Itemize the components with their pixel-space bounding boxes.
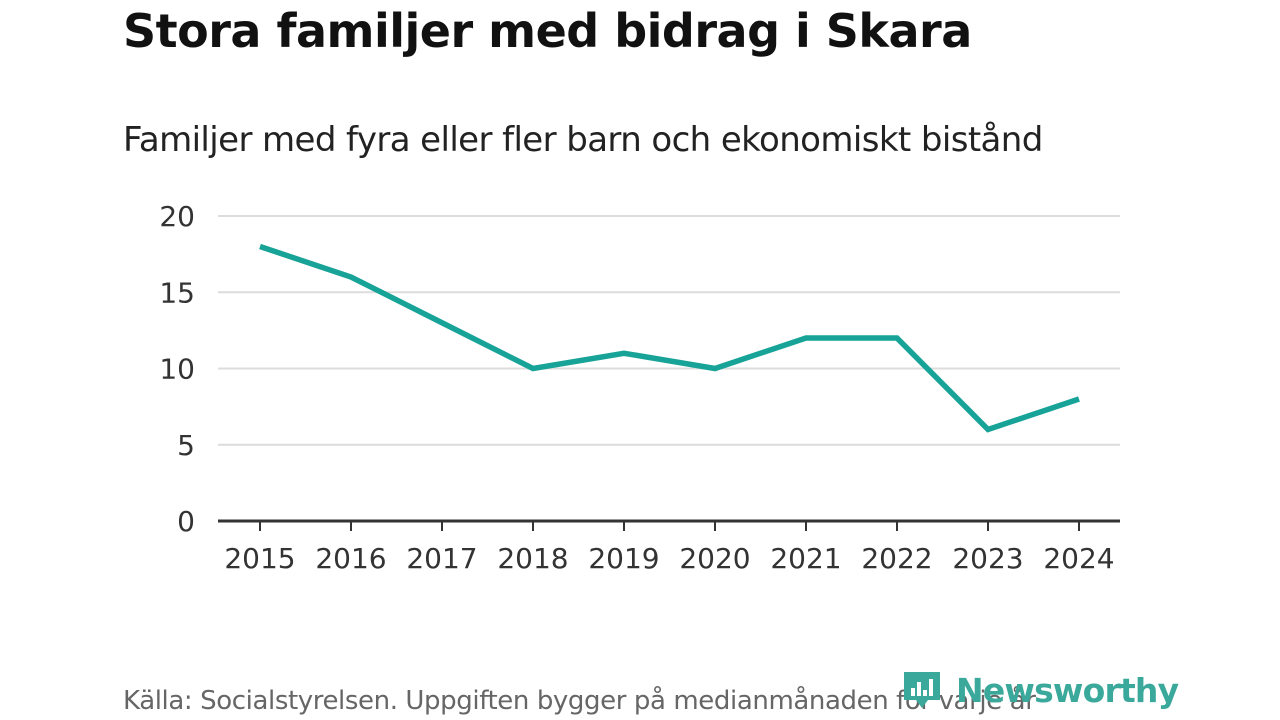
brand-logo: Newsworthy: [902, 670, 1179, 710]
newsworthy-logo-icon: [904, 672, 940, 708]
x-tick-label: 2020: [679, 542, 750, 575]
grid-layer: [218, 215, 1120, 446]
y-tick-label: 20: [159, 200, 195, 233]
brand-name: Newsworthy: [956, 670, 1179, 710]
y-tick-label: 0: [177, 505, 195, 538]
x-tick-label: 2015: [224, 542, 295, 575]
y-tick-label: 10: [159, 353, 195, 386]
x-tick-label: 2022: [861, 542, 932, 575]
series-layer: [259, 243, 1080, 433]
x-tick-label: 2019: [588, 542, 659, 575]
x-tick-label: 2021: [770, 542, 841, 575]
chart-title: Stora familjer med bidrag i Skara: [123, 4, 972, 58]
x-tick-label: 2018: [497, 542, 568, 575]
y-tick-label: 5: [177, 429, 195, 462]
source-note: Källa: Socialstyrelsen. Uppgiften bygger…: [123, 686, 1036, 716]
x-tick-label: 2017: [406, 542, 477, 575]
series-line-0: [259, 243, 1080, 433]
chart-subtitle: Familjer med fyra eller fler barn och ek…: [123, 120, 1043, 160]
x-tick-label: 2016: [315, 542, 386, 575]
x-tick-label: 2023: [952, 542, 1023, 575]
x-tick-label: 2024: [1043, 542, 1114, 575]
y-tick-label: 15: [159, 276, 195, 309]
axis-layer: 0 5 10 15 20 2015 2016 2017 2018 2019 2020 2021 2022…: [159, 200, 1120, 575]
